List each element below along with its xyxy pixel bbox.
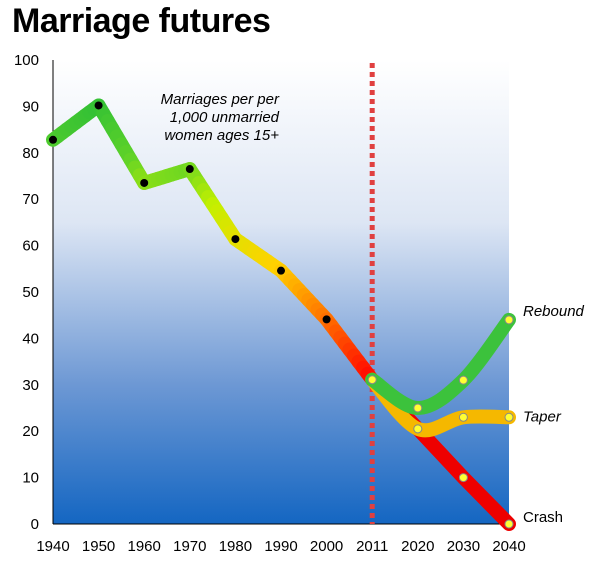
scenario-point [504, 412, 514, 422]
chart-title: Marriage futures [12, 2, 271, 40]
historical-point [185, 165, 194, 174]
y-tick-label: 30 [22, 377, 39, 394]
y-tick-label: 80 [22, 145, 39, 162]
scenario-label-rebound: Rebound [523, 303, 585, 320]
scenario-labels: Rebound Taper Crash [523, 303, 585, 526]
historical-point [94, 101, 103, 110]
historical-point [231, 235, 240, 244]
scenario-point [458, 412, 468, 422]
y-tick-label: 10 [22, 470, 39, 487]
y-tick-label: 70 [22, 191, 39, 208]
x-tick-label: 1980 [219, 538, 252, 555]
historical-point [322, 315, 331, 324]
x-tick-label: 1940 [36, 538, 69, 555]
pivot-point [367, 375, 377, 385]
y-tick-label: 20 [22, 423, 39, 440]
scenario-point [504, 315, 514, 325]
y-tick-label: 50 [22, 284, 39, 301]
scenario-label-taper: Taper [523, 408, 562, 425]
annotation-line: Marriages per per [161, 91, 280, 108]
scenario-point [413, 403, 423, 413]
scenario-point [458, 473, 468, 483]
y-tick-label: 0 [31, 516, 39, 533]
historical-point [140, 178, 149, 187]
x-tick-label: 2030 [447, 538, 480, 555]
x-tick-label: 2011 [356, 538, 388, 555]
y-tick-label: 60 [22, 238, 39, 255]
data-points [49, 101, 514, 529]
scenario-point [413, 424, 423, 434]
scenario-point [504, 519, 514, 529]
y-tick-label: 100 [14, 52, 39, 69]
annotation-line: women ages 15+ [164, 127, 279, 144]
x-tick-label: 1990 [264, 538, 297, 555]
historical-point [49, 135, 57, 144]
x-tick-label: 2040 [492, 538, 525, 555]
x-tick-label: 1960 [128, 538, 161, 555]
y-tick-label: 90 [22, 98, 39, 115]
x-tick-label: 2000 [310, 538, 343, 555]
chart-annotation: Marriages per per 1,000 unmarried women ag… [161, 91, 280, 144]
x-tick-label: 1950 [82, 538, 115, 555]
scenario-point [458, 375, 468, 385]
annotation-line: 1,000 unmarried [170, 109, 280, 126]
scenario-label-crash: Crash [523, 509, 563, 526]
historical-point [277, 266, 285, 275]
x-tick-label: 2020 [401, 538, 434, 555]
y-tick-label: 40 [22, 330, 39, 347]
x-tick-label: 1970 [173, 538, 206, 555]
scenario-line-rebound [365, 312, 516, 416]
